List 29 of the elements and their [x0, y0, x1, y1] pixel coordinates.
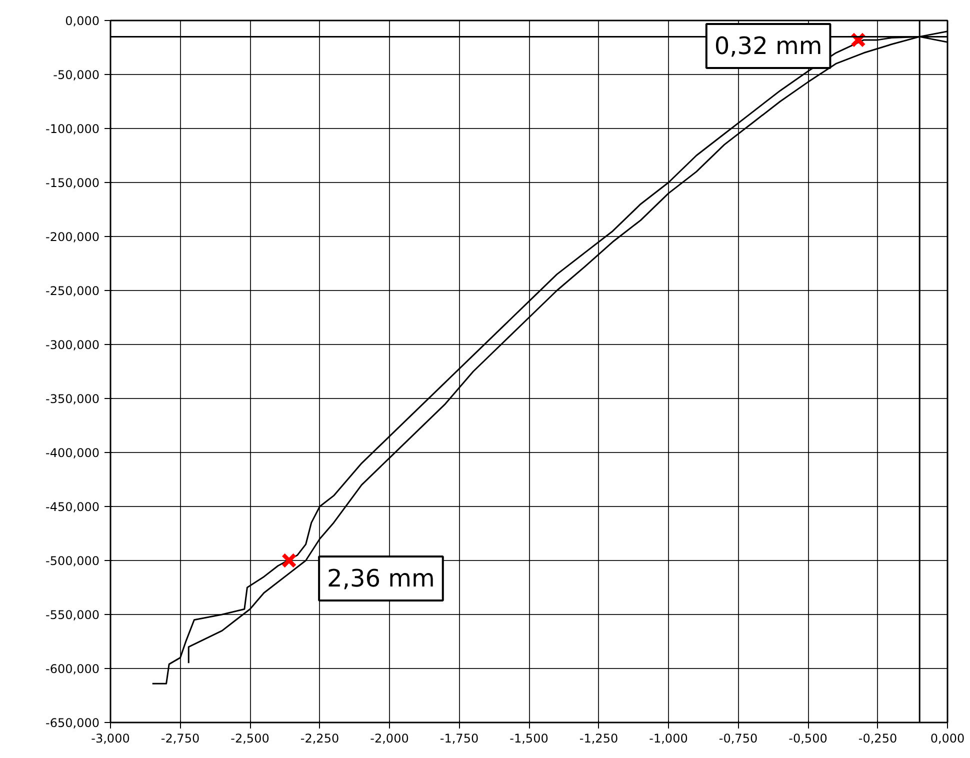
y-tick-label: -150,000 — [46, 176, 100, 190]
x-tick-label: -2,500 — [230, 732, 270, 746]
y-tick-label: -250,000 — [46, 284, 100, 298]
x-tick-label: -2,250 — [300, 732, 340, 746]
y-tick-label: -500,000 — [46, 554, 100, 568]
x-tick-label: 0,000 — [930, 732, 965, 746]
y-tick-label: -300,000 — [46, 338, 100, 352]
y-tick-label: -400,000 — [46, 446, 100, 460]
y-tick-label: -600,000 — [46, 662, 100, 676]
x-tick-label: -1,000 — [649, 732, 688, 746]
x-tick-label: -2,000 — [370, 732, 409, 746]
annotation: 0,32 mm — [714, 32, 822, 60]
x-tick-label: -1,250 — [579, 732, 618, 746]
y-tick-label: -50,000 — [53, 68, 100, 82]
y-tick-label: -450,000 — [46, 500, 100, 514]
y-tick-label: 0,000 — [65, 14, 100, 28]
x-tick-label: -0,500 — [788, 732, 828, 746]
y-tick-label: -550,000 — [46, 608, 100, 622]
annotation: 2,36 mm — [327, 564, 435, 592]
x-tick-label: -2,750 — [160, 732, 200, 746]
x-tick-label: -1,500 — [510, 732, 548, 746]
y-tick-label: -100,000 — [46, 122, 100, 136]
x-tick-label: -0,750 — [718, 732, 758, 746]
x-tick-label: -1,750 — [440, 732, 479, 746]
x-tick-label: -0,250 — [858, 732, 898, 746]
x-tick-label: -3,000 — [91, 732, 130, 746]
y-tick-label: -200,000 — [46, 230, 100, 244]
y-tick-label: -350,000 — [46, 392, 100, 406]
y-tick-label: -650,000 — [46, 716, 100, 730]
